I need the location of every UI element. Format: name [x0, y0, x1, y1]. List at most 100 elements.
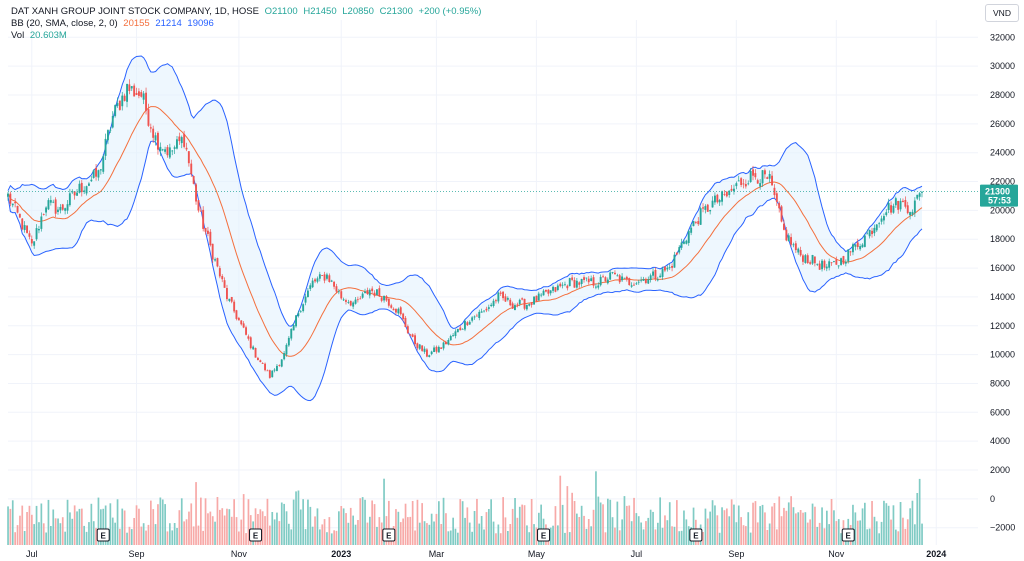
- candle-body: [590, 278, 593, 281]
- volume-bar: [380, 522, 383, 545]
- legend-close: C21300: [379, 6, 413, 17]
- candle-body: [673, 254, 676, 268]
- candle-body: [618, 275, 621, 283]
- candle: [640, 276, 643, 283]
- legend-bb-upper: 21214: [155, 18, 182, 29]
- volume-bar: [166, 531, 169, 545]
- candle-body: [514, 305, 516, 311]
- candle-body: [611, 272, 614, 273]
- volume-bar: [564, 532, 566, 545]
- candle: [790, 233, 792, 247]
- volume-bar: [61, 517, 64, 545]
- candle: [835, 256, 838, 265]
- candle-body: [73, 191, 76, 196]
- volume-bar: [269, 525, 271, 545]
- volume-bar: [464, 517, 466, 545]
- volume-bar: [71, 518, 74, 545]
- volume-bar: [854, 512, 857, 545]
- candle-body: [535, 295, 538, 302]
- candle-body: [571, 277, 574, 280]
- candle: [7, 191, 9, 201]
- volume-bar: [66, 499, 69, 545]
- candle: [211, 243, 214, 264]
- volume-bar: [828, 524, 830, 545]
- price-tick-label: 28000: [990, 90, 1015, 100]
- volume-bar: [9, 508, 12, 545]
- volume-bar: [504, 517, 507, 545]
- volume-bar: [618, 530, 621, 545]
- candle-body: [207, 230, 209, 234]
- volume-bar: [647, 517, 650, 545]
- candle-body: [671, 266, 673, 268]
- currency-button[interactable]: VND: [985, 4, 1019, 22]
- candle-body: [592, 277, 595, 286]
- candle: [833, 260, 835, 263]
- volume-bar: [21, 505, 24, 545]
- time-axis: Jul Sep Nov 2023 Mar May Jul Sep Nov 2024: [26, 549, 946, 559]
- volume-bar: [238, 531, 240, 545]
- candle-body: [830, 262, 833, 264]
- volume-bar: [714, 505, 716, 545]
- time-tick-label: Jul: [26, 549, 38, 559]
- candle: [661, 266, 664, 281]
- candle: [214, 257, 216, 262]
- candle-body: [511, 303, 514, 309]
- price-tick-label: 12000: [990, 321, 1015, 331]
- candle-body: [11, 203, 14, 206]
- volume-bar: [749, 532, 752, 545]
- candle: [102, 154, 105, 174]
- volume-bar: [40, 503, 43, 545]
- volume-bar: [890, 519, 892, 545]
- candle: [747, 180, 750, 186]
- candle: [692, 220, 695, 227]
- candle-body: [633, 284, 635, 286]
- time-tick-label: Sep: [129, 549, 145, 559]
- candle-body: [749, 171, 752, 183]
- volume-bar: [23, 531, 26, 545]
- candle-body: [88, 183, 90, 186]
- candle: [545, 289, 547, 293]
- volume-bar: [371, 500, 373, 545]
- candle-body: [752, 169, 754, 176]
- volume-bar: [207, 513, 209, 545]
- candle: [276, 364, 278, 372]
- candle-body: [180, 137, 183, 144]
- volume-bar: [409, 516, 412, 545]
- candle: [221, 274, 224, 283]
- earnings-box: [537, 528, 551, 542]
- candle-body: [237, 317, 240, 321]
- candle-body: [597, 285, 600, 288]
- price-tick-label: 22000: [990, 177, 1015, 187]
- candle: [861, 243, 864, 248]
- candle: [518, 298, 521, 307]
- candle: [878, 221, 881, 228]
- candle: [818, 260, 821, 270]
- candle: [45, 206, 47, 217]
- candle-body: [285, 344, 288, 355]
- volume-bar: [466, 507, 469, 545]
- candle: [328, 273, 331, 283]
- volume-bar: [188, 511, 190, 545]
- candle: [490, 302, 493, 308]
- volume-bar: [871, 501, 873, 545]
- volume-bar: [397, 511, 400, 545]
- volume-bar: [502, 497, 504, 545]
- volume-bar: [404, 503, 407, 545]
- candle: [799, 246, 802, 257]
- candle-body: [559, 283, 562, 287]
- candle: [868, 229, 871, 239]
- candle: [240, 320, 243, 326]
- candle-body: [840, 258, 842, 265]
- earnings-flag-icon: E: [96, 528, 110, 542]
- candle: [397, 307, 400, 315]
- candle: [656, 276, 659, 282]
- candle: [133, 83, 136, 97]
- candle-body: [694, 222, 697, 223]
- candle: [406, 324, 409, 335]
- volume-bar: [347, 522, 350, 545]
- legend-volume: Vol 20.603M: [11, 30, 70, 42]
- volume-bar: [340, 506, 343, 545]
- candle: [609, 269, 612, 281]
- volume-bar: [433, 521, 435, 545]
